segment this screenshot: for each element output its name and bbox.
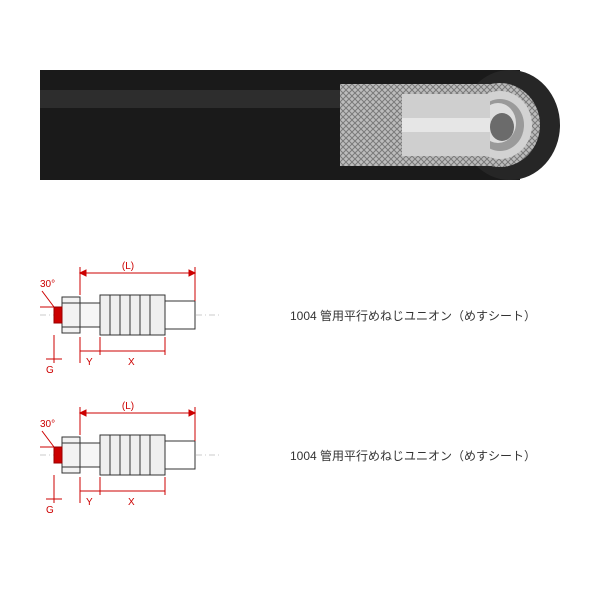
fitting-diagram-2: (L) 30° G Y X — [40, 395, 220, 515]
fitting-row-2: (L) 30° G Y X 1004 管用平行めねじユニオン（めすシート） — [40, 395, 536, 515]
fitting-diagram-1: (L) 30° G Y X — [40, 255, 220, 375]
fitting-label-2: 1004 管用平行めねじユニオン（めすシート） — [290, 447, 536, 464]
dim-X-1: X — [128, 357, 135, 368]
hose-illustration — [40, 60, 560, 190]
dim-G-2: G — [46, 505, 54, 515]
dim-X-2: X — [128, 497, 135, 508]
dim-L-1: (L) — [122, 261, 134, 272]
dim-Y-1: Y — [86, 357, 93, 368]
dim-Y-2: Y — [86, 497, 93, 508]
dim-angle-2: 30° — [40, 419, 55, 430]
dim-L-2: (L) — [122, 401, 134, 412]
dim-angle-1: 30° — [40, 279, 55, 290]
fitting-label-1: 1004 管用平行めねじユニオン（めすシート） — [290, 307, 536, 324]
fitting-row-1: (L) 30° G Y X 1004 管用平行めねじユニオン（めすシート） — [40, 255, 536, 375]
dim-G-1: G — [46, 365, 54, 375]
